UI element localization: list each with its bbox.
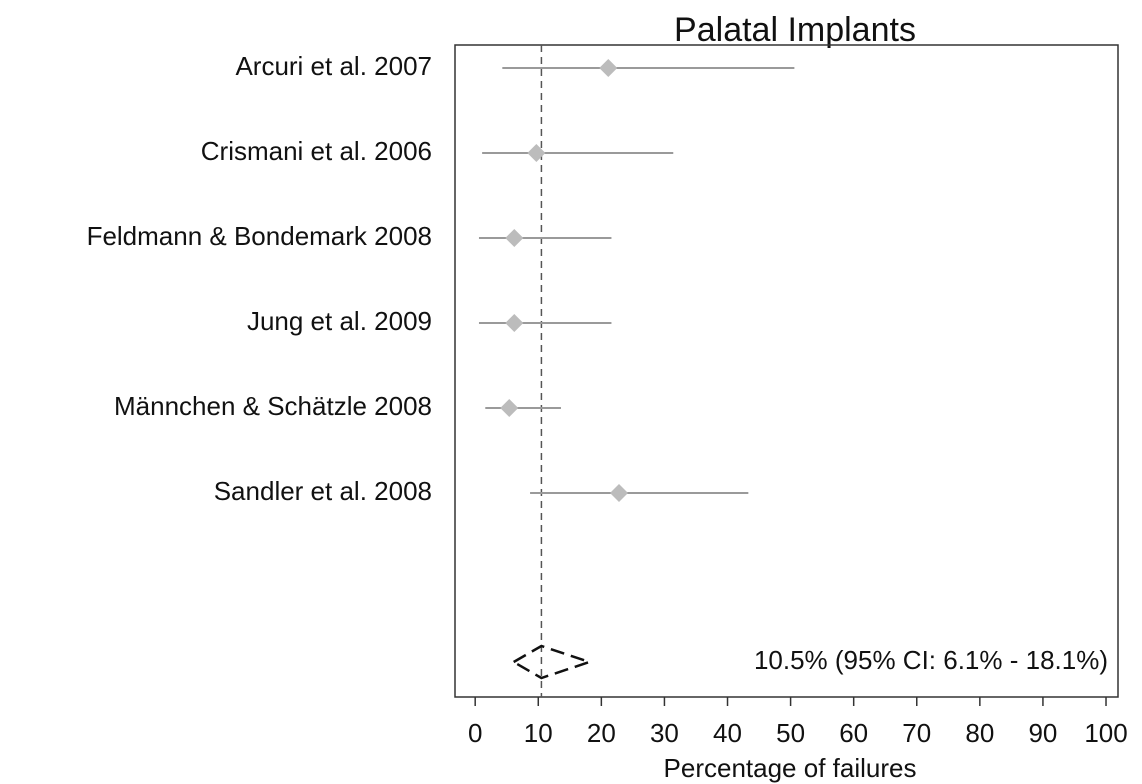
- x-tick-label: 60: [839, 718, 868, 748]
- estimate-marker: [500, 399, 519, 417]
- x-tick-label: 80: [965, 718, 994, 748]
- plot-frame: [454, 44, 1119, 698]
- x-tick-label: 100: [1084, 718, 1127, 748]
- chart-title: Palatal Implants: [674, 11, 916, 49]
- x-tick-label: 50: [776, 718, 805, 748]
- study-label: Sandler et al. 2008: [214, 476, 432, 506]
- x-axis-label: Percentage of failures: [664, 753, 917, 783]
- estimate-marker: [599, 59, 618, 77]
- x-tick-label: 10: [524, 718, 553, 748]
- pooled-diamond: [511, 644, 594, 680]
- estimate-marker: [505, 314, 524, 332]
- x-tick-label: 20: [587, 718, 616, 748]
- x-tick-label: 70: [902, 718, 931, 748]
- x-tick-label: 90: [1028, 718, 1057, 748]
- x-tick-label: 0: [468, 718, 482, 748]
- study-label: Jung et al. 2009: [247, 306, 432, 336]
- x-tick-label: 40: [713, 718, 742, 748]
- pooled-label: 10.5% (95% CI: 6.1% - 18.1%): [754, 645, 1108, 675]
- study-label: Männchen & Schätzle 2008: [114, 391, 432, 421]
- study-label: Feldmann & Bondemark 2008: [87, 221, 432, 251]
- estimate-marker: [505, 229, 524, 247]
- estimate-marker: [527, 144, 546, 162]
- estimate-marker: [610, 484, 629, 502]
- study-label: Arcuri et al. 2007: [235, 51, 432, 81]
- x-tick-label: 30: [650, 718, 679, 748]
- study-label: Crismani et al. 2006: [201, 136, 432, 166]
